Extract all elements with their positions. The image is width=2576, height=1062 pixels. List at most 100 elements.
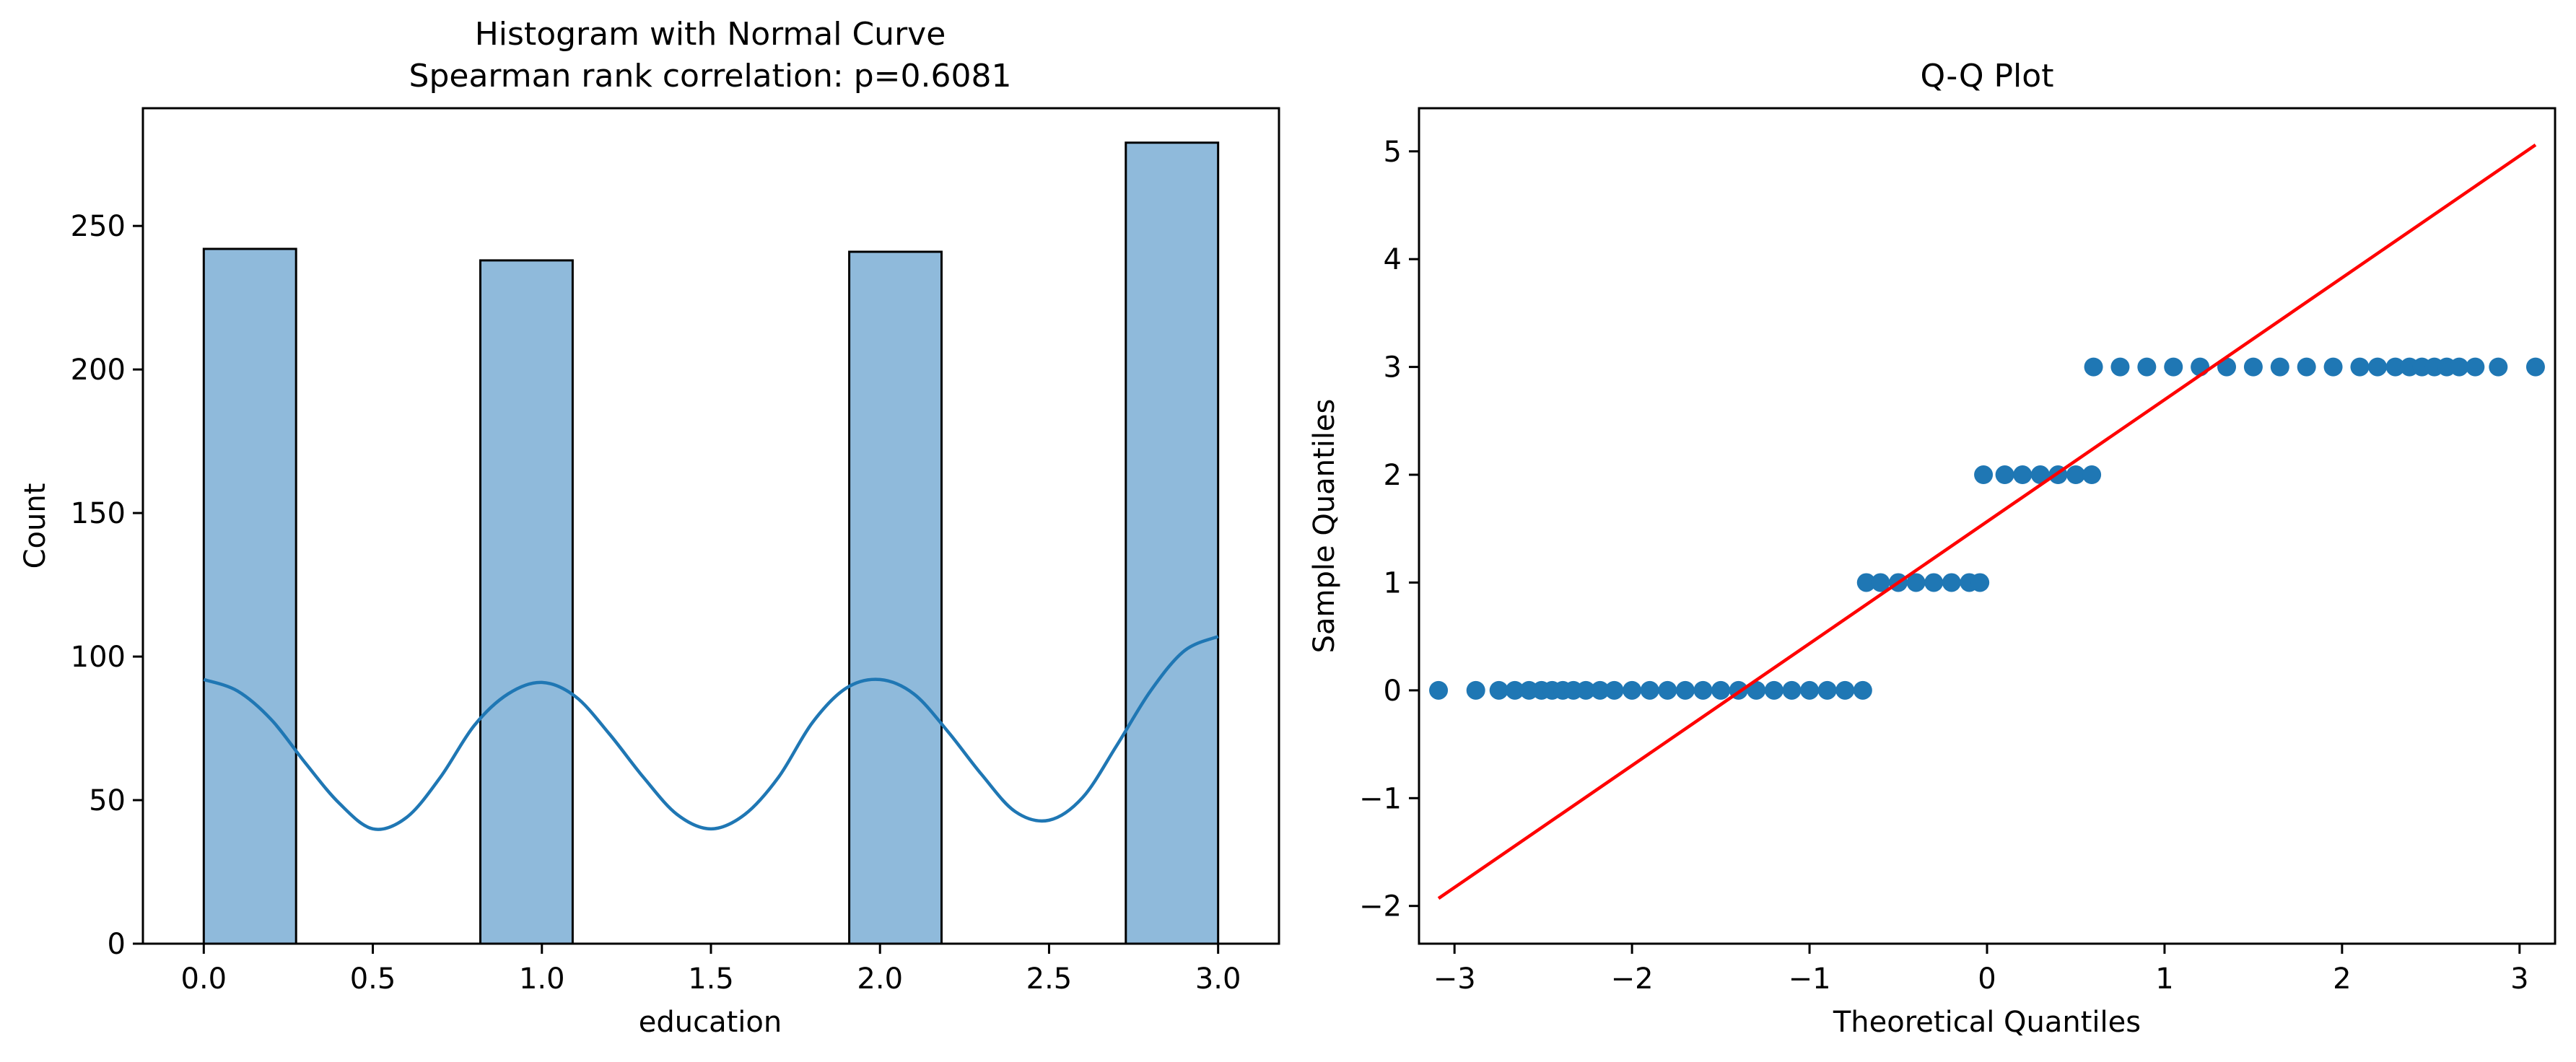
histogram-bar [848,250,943,945]
qq-point [2489,357,2508,377]
qq-point [2243,357,2263,377]
histogram-density-curve [203,635,1219,831]
histogram-axes-frame [141,107,1280,945]
qq-y-tick-label: −1 [1359,782,1402,815]
qq-point [1970,573,1990,592]
histogram-bars [202,141,1220,945]
qq-point [2110,357,2130,377]
qq-y-tick-label: 3 [1384,351,1402,385]
qq-point [1466,680,1485,700]
qq-y-tick-label: 2 [1384,459,1402,492]
qq-x-tick-label: −2 [1611,962,1654,996]
qq-y-tick-label: −2 [1359,890,1402,923]
qq-point [1835,680,1855,700]
qq-point [1623,680,1642,700]
histogram-x-tick-label: 0.0 [181,962,227,996]
qq-x-ticks: −3 −2 −1 0 1 2 3 [1433,944,2529,996]
qq-point [2466,357,2485,377]
qq-point [1489,680,1509,700]
qq-plot-title: Q-Q Plot [1921,58,2054,95]
qq-x-tick-label: 1 [2155,962,2173,996]
histogram-bar [202,247,297,945]
qq-point [1974,465,1994,485]
qq-point [1856,573,1876,592]
histogram-title-line-1: Histogram with Normal Curve [475,16,946,53]
histogram-y-tick-label: 200 [71,354,126,387]
qq-point [1817,680,1837,700]
histogram-y-tick-label: 50 [89,784,126,817]
histogram-x-ticks: 0.0 0.5 1.0 1.5 2.0 2.5 3.0 [181,944,1241,996]
qq-point [2350,357,2370,377]
qq-point [2525,357,2545,377]
qq-point [2066,465,2085,485]
qq-point [2270,357,2289,377]
histogram-title-line-2: Spearman rank correlation: p=0.6081 [409,58,1012,95]
qq-point [1853,680,1872,700]
qq-point [1505,680,1524,700]
qq-point [1711,680,1731,700]
histogram-y-tick-label: 100 [71,641,126,674]
qq-axes-frame [1418,107,2557,945]
qq-point [2137,357,2157,377]
qq-point [1576,680,1596,700]
qq-point [2368,357,2388,377]
qq-point [1871,573,1890,592]
qq-point [1604,680,1624,700]
qq-point [1942,573,1961,592]
qq-point [2082,465,2102,485]
histogram-y-tick-label: 250 [71,210,126,243]
qq-point [2217,357,2237,377]
histogram-x-tick-label: 3.0 [1195,962,1241,996]
qq-point [1429,680,1449,700]
qq-point [1590,680,1610,700]
qq-point [2030,465,2050,485]
qq-y-tick-label: 5 [1384,136,1402,169]
histogram-x-tick-label: 2.0 [857,962,903,996]
qq-point [1782,680,1802,700]
qq-plot-panel: Q-Q Plot −3 −2 −1 0 1 2 3 −2 −1 0 1 2 3 4 5 Theoretic… [1308,58,2557,1039]
qq-point [2450,357,2469,377]
qq-y-tick-label: 0 [1384,675,1402,708]
qq-point [1906,573,1926,592]
qq-y-tick-label: 4 [1384,243,1402,276]
qq-x-tick-label: −1 [1789,962,1831,996]
qq-y-axis-label: Sample Quantiles [1308,399,1341,654]
qq-point [2385,357,2405,377]
histogram-panel: Histogram with Normal Curve Spearman ran… [19,16,1280,1039]
qq-sample-points [1429,357,2545,700]
qq-point [1640,680,1659,700]
histogram-x-axis-label: education [639,1006,782,1039]
qq-point [1800,680,1820,700]
histogram-y-tick-label: 0 [108,928,126,961]
histogram-y-axis-label: Count [19,483,52,569]
histogram-bar [1125,141,1220,945]
histogram-x-tick-label: 2.5 [1026,962,1073,996]
qq-point [2323,357,2343,377]
qq-x-tick-label: 3 [2510,962,2528,996]
qq-point [2084,357,2103,377]
histogram-y-tick-label: 150 [71,497,126,530]
qq-point [2164,357,2183,377]
qq-point [1924,573,1944,592]
qq-point [1675,680,1695,700]
qq-x-tick-label: 0 [1978,962,1996,996]
qq-point [1693,680,1713,700]
qq-point [2297,357,2316,377]
histogram-y-ticks: 0 50 100 150 200 250 [71,210,143,961]
qq-point [1764,680,1783,700]
qq-x-axis-label: Theoretical Quantiles [1833,1006,2141,1039]
qq-y-ticks: −2 −1 0 1 2 3 4 5 [1359,136,1419,923]
qq-point [1658,680,1677,700]
histogram-x-tick-label: 1.5 [688,962,734,996]
qq-reference-line [1437,143,2537,900]
qq-point [2013,465,2033,485]
qq-point [1747,680,1766,700]
histogram-x-tick-label: 0.5 [350,962,396,996]
histogram-bar [479,259,574,945]
qq-x-tick-label: −3 [1433,962,1476,996]
histogram-x-tick-label: 1.0 [519,962,565,996]
qq-point [1995,465,2014,485]
qq-y-tick-label: 1 [1384,566,1402,600]
